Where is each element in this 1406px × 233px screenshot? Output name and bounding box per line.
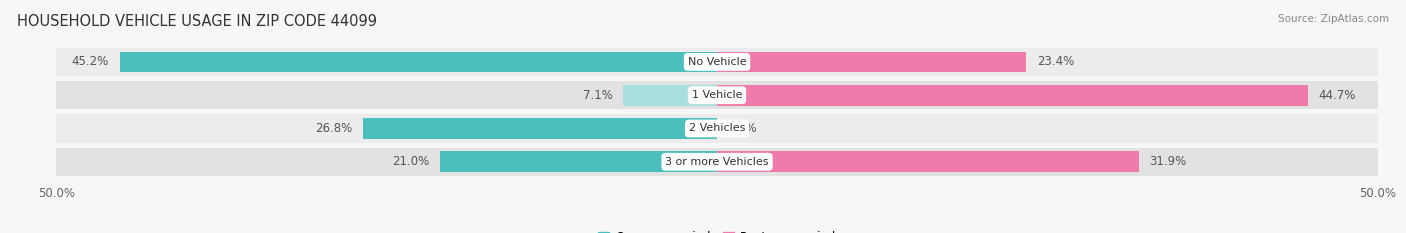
Text: No Vehicle: No Vehicle <box>688 57 747 67</box>
Text: 23.4%: 23.4% <box>1036 55 1074 69</box>
Text: 2 Vehicles: 2 Vehicles <box>689 123 745 134</box>
Bar <box>56 81 1378 109</box>
Text: 3 or more Vehicles: 3 or more Vehicles <box>665 157 769 167</box>
Text: HOUSEHOLD VEHICLE USAGE IN ZIP CODE 44099: HOUSEHOLD VEHICLE USAGE IN ZIP CODE 4409… <box>17 14 377 29</box>
Text: 26.8%: 26.8% <box>315 122 353 135</box>
Bar <box>56 48 1378 76</box>
Bar <box>717 85 1308 106</box>
Bar <box>120 51 717 72</box>
Text: 31.9%: 31.9% <box>1149 155 1187 168</box>
Text: 44.7%: 44.7% <box>1319 89 1355 102</box>
Bar <box>56 114 1378 143</box>
Legend: Owner-occupied, Renter-occupied: Owner-occupied, Renter-occupied <box>593 226 841 233</box>
Text: 0.0%: 0.0% <box>728 122 758 135</box>
Bar <box>623 85 717 106</box>
Text: 45.2%: 45.2% <box>72 55 110 69</box>
Bar <box>717 51 1026 72</box>
Bar <box>56 148 1378 176</box>
Bar <box>440 151 717 172</box>
Bar <box>717 151 1139 172</box>
Text: 21.0%: 21.0% <box>392 155 429 168</box>
Text: Source: ZipAtlas.com: Source: ZipAtlas.com <box>1278 14 1389 24</box>
Text: 7.1%: 7.1% <box>582 89 613 102</box>
Bar <box>363 118 717 139</box>
Text: 1 Vehicle: 1 Vehicle <box>692 90 742 100</box>
